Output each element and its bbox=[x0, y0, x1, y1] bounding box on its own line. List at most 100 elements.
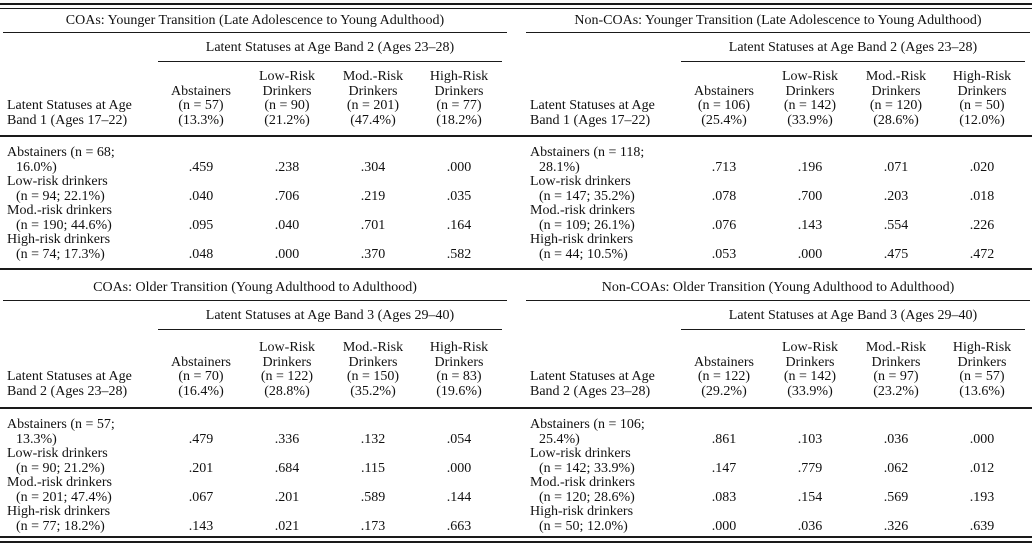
probability-cell: .154 bbox=[797, 490, 823, 505]
panel-noncoas-older: Non-COAs: Older Transition (Young Adulth… bbox=[526, 276, 1030, 534]
table-row: High-risk drinkers (n = 44; 10.5%) .053 … bbox=[526, 232, 1030, 262]
probability-cell: .196 bbox=[797, 160, 823, 175]
probability-cell: .083 bbox=[711, 490, 737, 505]
row-label: Mod.-risk drinkers (n = 201; 47.4%) bbox=[7, 475, 112, 505]
probability-cell: .219 bbox=[360, 189, 386, 204]
column-spanner: Latent Statuses at Age Band 3 (Ages 29–4… bbox=[158, 301, 502, 330]
probability-cell: .226 bbox=[969, 218, 995, 233]
section-divider-rule bbox=[0, 268, 1032, 270]
spanner-row: Latent Statuses at Age Band 2 (Ages 23–2… bbox=[681, 33, 1025, 62]
probability-cell: .700 bbox=[797, 189, 823, 204]
probability-cell: .143 bbox=[797, 218, 823, 233]
header-rule-top-section bbox=[0, 135, 1032, 137]
probability-cell: .582 bbox=[446, 247, 472, 262]
probability-cell: .021 bbox=[274, 519, 300, 534]
probability-cell: .040 bbox=[274, 218, 300, 233]
probability-cell: .000 bbox=[446, 160, 472, 175]
column-header-low-risk: Low-Risk Drinkers (n = 122) (28.8%) bbox=[259, 340, 315, 399]
probability-cell: .203 bbox=[883, 189, 909, 204]
table-row: High-risk drinkers (n = 74; 17.3%) .048 … bbox=[3, 232, 507, 262]
table-row: Abstainers (n = 118; 28.1%) .713 .196 .0… bbox=[526, 145, 1030, 175]
probability-cell: .479 bbox=[188, 432, 214, 447]
row-label: Low-risk drinkers (n = 142; 33.9%) bbox=[530, 446, 635, 476]
double-rule-bottom-line1 bbox=[0, 536, 1032, 538]
row-header: Latent Statuses at Age Band 1 (Ages 17–2… bbox=[530, 98, 655, 128]
table-row: High-risk drinkers (n = 50; 12.0%) .000 … bbox=[526, 504, 1030, 534]
row-label: Abstainers (n = 106; 25.4%) bbox=[530, 417, 645, 447]
panel-title: COAs: Younger Transition (Late Adolescen… bbox=[3, 10, 507, 33]
row-label: Abstainers (n = 57; 13.3%) bbox=[7, 417, 115, 447]
probability-cell: .193 bbox=[969, 490, 995, 505]
column-spanner: Latent Statuses at Age Band 3 (Ages 29–4… bbox=[681, 301, 1025, 330]
probability-cell: .336 bbox=[274, 432, 300, 447]
probability-cell: .067 bbox=[188, 490, 214, 505]
probability-cell: .238 bbox=[274, 160, 300, 175]
probability-cell: .078 bbox=[711, 189, 737, 204]
probability-cell: .663 bbox=[446, 519, 472, 534]
row-label: Abstainers (n = 118; 28.1%) bbox=[530, 145, 645, 175]
column-spanner: Latent Statuses at Age Band 2 (Ages 23–2… bbox=[158, 33, 502, 62]
probability-cell: .554 bbox=[883, 218, 909, 233]
double-rule-top-line2 bbox=[0, 7, 1032, 9]
probability-cell: .147 bbox=[711, 461, 737, 476]
column-header-row: Latent Statuses at Age Band 1 (Ages 17–2… bbox=[526, 62, 1030, 134]
row-header: Latent Statuses at Age Band 2 (Ages 23–2… bbox=[7, 369, 132, 399]
table-row: High-risk drinkers (n = 77; 18.2%) .143 … bbox=[3, 504, 507, 534]
probability-cell: .132 bbox=[360, 432, 386, 447]
column-header-mod-risk: Mod.-Risk Drinkers (n = 201) (47.4%) bbox=[342, 69, 404, 128]
row-label: High-risk drinkers (n = 74; 17.3%) bbox=[7, 232, 111, 262]
probability-cell: .684 bbox=[274, 461, 300, 476]
probability-cell: .701 bbox=[360, 218, 386, 233]
probability-cell: .706 bbox=[274, 189, 300, 204]
table-row: Abstainers (n = 106; 25.4%) .861 .103 .0… bbox=[526, 417, 1030, 447]
probability-cell: .000 bbox=[797, 247, 823, 262]
column-header-abstainers: Abstainers (n = 122) (29.2%) bbox=[694, 354, 754, 399]
double-rule-bottom-line2 bbox=[0, 541, 1032, 543]
probability-cell: .304 bbox=[360, 160, 386, 175]
column-header-abstainers: Abstainers (n = 106) (25.4%) bbox=[694, 83, 754, 128]
probability-cell: .036 bbox=[797, 519, 823, 534]
column-header-mod-risk: Mod.-Risk Drinkers (n = 97) (23.2%) bbox=[865, 340, 927, 399]
probability-cell: .062 bbox=[883, 461, 909, 476]
probability-cell: .201 bbox=[188, 461, 214, 476]
probability-cell: .164 bbox=[446, 218, 472, 233]
row-label: Mod.-risk drinkers (n = 120; 28.6%) bbox=[530, 475, 635, 505]
row-label: Mod.-risk drinkers (n = 190; 44.6%) bbox=[7, 203, 112, 233]
table-row: Low-risk drinkers (n = 90; 21.2%) .201 .… bbox=[3, 446, 507, 476]
panel-coas-younger: COAs: Younger Transition (Late Adolescen… bbox=[3, 10, 507, 262]
column-header-high-risk: High-Risk Drinkers (n = 83) (19.6%) bbox=[429, 340, 489, 399]
row-label: Abstainers (n = 68; 16.0%) bbox=[7, 145, 115, 175]
probability-cell: .018 bbox=[969, 189, 995, 204]
column-header-row: Latent Statuses at Age Band 1 (Ages 17–2… bbox=[3, 62, 507, 134]
probability-cell: .459 bbox=[188, 160, 214, 175]
table-row: Abstainers (n = 57; 13.3%) .479 .336 .13… bbox=[3, 417, 507, 447]
probability-cell: .115 bbox=[361, 461, 385, 476]
probability-cell: .012 bbox=[969, 461, 995, 476]
column-header-high-risk: High-Risk Drinkers (n = 57) (13.6%) bbox=[952, 340, 1012, 399]
row-label: Low-risk drinkers (n = 90; 21.2%) bbox=[7, 446, 108, 476]
table-row: Abstainers (n = 68; 16.0%) .459 .238 .30… bbox=[3, 145, 507, 175]
probability-cell: .000 bbox=[274, 247, 300, 262]
probability-cell: .076 bbox=[711, 218, 737, 233]
table-row: Low-risk drinkers (n = 142; 33.9%) .147 … bbox=[526, 446, 1030, 476]
table-row: Mod.-risk drinkers (n = 120; 28.6%) .083… bbox=[526, 475, 1030, 505]
probability-cell: .475 bbox=[883, 247, 909, 262]
probability-cell: .173 bbox=[360, 519, 386, 534]
table-row: Mod.-risk drinkers (n = 190; 44.6%) .095… bbox=[3, 203, 507, 233]
probability-cell: .589 bbox=[360, 490, 386, 505]
probability-cell: .370 bbox=[360, 247, 386, 262]
probability-cell: .095 bbox=[188, 218, 214, 233]
probability-cell: .861 bbox=[711, 432, 737, 447]
column-header-low-risk: Low-Risk Drinkers (n = 90) (21.2%) bbox=[259, 69, 315, 128]
table-row: Mod.-risk drinkers (n = 201; 47.4%) .067… bbox=[3, 475, 507, 505]
column-header-abstainers: Abstainers (n = 57) (13.3%) bbox=[171, 83, 231, 128]
column-header-abstainers: Abstainers (n = 70) (16.4%) bbox=[171, 354, 231, 399]
probability-cell: .472 bbox=[969, 247, 995, 262]
probability-cell: .569 bbox=[883, 490, 909, 505]
column-header-mod-risk: Mod.-Risk Drinkers (n = 120) (28.6%) bbox=[865, 69, 927, 128]
header-rule-bottom-section bbox=[0, 407, 1032, 409]
probability-cell: .053 bbox=[711, 247, 737, 262]
probability-cell: .201 bbox=[274, 490, 300, 505]
column-header-row: Latent Statuses at Age Band 2 (Ages 23–2… bbox=[526, 330, 1030, 406]
